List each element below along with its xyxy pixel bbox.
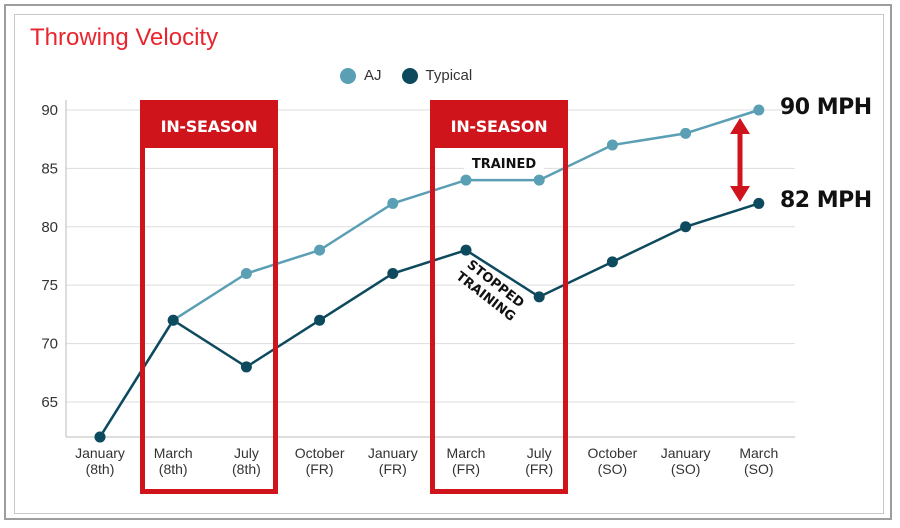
in-season-label-1: IN-SEASON <box>145 105 273 148</box>
chart-frame <box>4 4 892 520</box>
series-line-typical <box>98 202 760 438</box>
legend-label-aj: AJ <box>364 67 382 84</box>
point-aj <box>680 127 692 139</box>
x-tick-label-line: March <box>154 445 193 461</box>
in-season-box-2: IN-SEASON <box>430 100 568 494</box>
point-aj <box>606 139 618 151</box>
x-tick-label-line: July <box>527 445 552 461</box>
y-tick-label: 80 <box>41 219 58 236</box>
x-tick-label-line: January <box>368 445 418 461</box>
x-tick-label: March (SO) <box>739 445 778 477</box>
x-tick-label-line: (SO) <box>598 461 628 477</box>
point-typical <box>387 268 399 279</box>
x-tick-label-line: March <box>739 445 778 461</box>
point-typical <box>460 244 472 256</box>
x-tick-label-line: (FR) <box>525 461 553 477</box>
legend-item-aj: AJ <box>340 67 382 84</box>
x-tick-label-line: January <box>75 445 125 461</box>
series-lines <box>98 108 760 438</box>
y-tick-labels: 65 70 75 80 85 90 <box>41 102 58 411</box>
x-tick-label-line: January <box>661 445 711 461</box>
point-aj <box>533 174 545 186</box>
x-tick-label: January (FR) <box>368 445 418 477</box>
x-tick-label-line: (FR) <box>306 461 334 477</box>
point-typical <box>533 291 545 303</box>
x-tick-label-line: (8th) <box>86 461 115 477</box>
trained-annotation: TRAINED <box>464 157 544 173</box>
difference-arrow <box>730 118 750 202</box>
x-tick-label-line: (8th) <box>159 461 188 477</box>
x-tick-label-line: (FR) <box>379 461 407 477</box>
point-typical <box>167 314 179 326</box>
chart-inner-border <box>14 14 884 514</box>
series-line-aj <box>98 108 760 438</box>
legend-swatch-typical <box>401 67 418 84</box>
point-typical <box>314 314 326 326</box>
y-tick-label: 90 <box>41 102 58 119</box>
x-tick-label-line: (8th) <box>232 461 261 477</box>
y-tick-label: 70 <box>41 336 58 353</box>
in-season-box-1: IN-SEASON <box>140 100 278 494</box>
in-season-label-2: IN-SEASON <box>435 105 563 148</box>
x-tick-label: January (8th) <box>75 445 125 477</box>
x-tick-label: January (SO) <box>661 445 711 477</box>
arrow-head-up <box>730 118 750 134</box>
point-aj <box>240 268 252 279</box>
x-tick-label-line: (FR) <box>452 461 480 477</box>
x-tick-label: March (8th) <box>154 445 193 477</box>
legend: AJ Typical <box>340 67 492 84</box>
x-tick-label-line: (SO) <box>671 461 701 477</box>
x-tick-label-line: (SO) <box>744 461 774 477</box>
legend-item-typical: Typical <box>401 67 473 84</box>
series-points <box>94 104 765 443</box>
point-typical <box>606 256 618 268</box>
y-tick-label: 85 <box>41 160 58 177</box>
x-tick-label-line: March <box>447 445 486 461</box>
legend-label-typical: Typical <box>425 67 473 84</box>
x-tick-label: October (SO) <box>587 445 637 477</box>
legend-swatch-aj <box>340 67 356 84</box>
point-typical <box>680 221 692 233</box>
x-tick-labels: January (8th)March (8th)July (8th)October (F… <box>75 445 778 477</box>
point-aj <box>460 174 472 186</box>
point-aj <box>753 104 765 116</box>
aj-final-label: 90 MPH <box>780 95 872 120</box>
chart-title: Throwing Velocity <box>30 24 219 51</box>
point-aj <box>314 244 326 256</box>
arrow-head-down <box>730 186 750 202</box>
y-tick-label: 75 <box>41 277 58 294</box>
x-tick-label-line: July <box>234 445 259 461</box>
y-tick-label: 65 <box>41 394 58 411</box>
point-typical <box>94 431 106 443</box>
point-aj <box>387 197 399 209</box>
point-typical <box>240 361 252 373</box>
x-tick-label: July (8th) <box>232 445 261 477</box>
x-tick-label: March (FR) <box>447 445 486 477</box>
x-tick-label-line: October <box>295 445 345 461</box>
x-tick-label: October (FR) <box>295 445 345 477</box>
typical-final-label: 82 MPH <box>780 188 872 213</box>
x-tick-label-line: October <box>587 445 637 461</box>
point-typical <box>753 197 765 209</box>
x-tick-label: July (FR) <box>525 445 553 477</box>
